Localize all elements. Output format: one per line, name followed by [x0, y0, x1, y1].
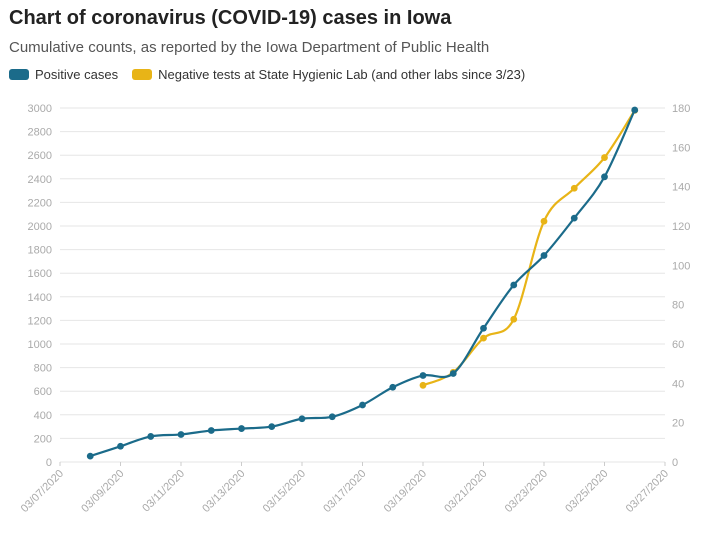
data-point-positive-cases: [298, 415, 306, 423]
data-point-negative-tests: [601, 154, 608, 161]
legend-item-positive[interactable]: Positive cases: [9, 67, 118, 82]
data-point-positive-cases: [177, 431, 185, 438]
data-point-positive-cases: [389, 383, 397, 391]
x-tick-label: 03/13/2020: [200, 468, 247, 515]
data-point-negative-tests: [540, 217, 548, 225]
legend-swatch-negative: [132, 69, 153, 80]
y-left-tick-label: 1600: [28, 268, 52, 280]
data-point-positive-cases: [631, 106, 639, 114]
y-left-tick-label: 1400: [28, 292, 52, 304]
x-tick-label: 03/07/2020: [19, 468, 66, 515]
y-right-tick-label: 0: [672, 457, 678, 469]
x-tick-label: 03/11/2020: [140, 468, 187, 515]
x-tick-label: 03/27/2020: [624, 468, 671, 515]
y-left-tick-label: 3000: [28, 103, 52, 115]
y-left-tick-label: 600: [34, 386, 52, 398]
data-point-positive-cases: [449, 370, 457, 377]
y-axis-right: 0 20 40 60 80 100 120 140 160 180: [672, 103, 690, 469]
y-right-tick-label: 120: [672, 221, 690, 233]
data-point-positive-cases: [147, 433, 155, 440]
data-point-positive-cases: [480, 324, 487, 332]
data-point-positive-cases: [268, 423, 276, 430]
chart-subtitle: Cumulative counts, as reported by the Io…: [9, 39, 490, 56]
y-left-tick-label: 200: [34, 433, 52, 445]
y-left-tick-label: 2400: [28, 174, 52, 186]
data-point-positive-cases: [86, 452, 94, 460]
x-tick-label: 03/23/2020: [503, 468, 550, 515]
y-left-tick-label: 400: [34, 410, 52, 422]
grid-lines: [60, 107, 665, 463]
chart-title: Chart of coronavirus (COVID-19) cases in…: [9, 7, 452, 29]
y-left-tick-label: 2200: [28, 197, 52, 209]
y-left-tick-label: 800: [34, 363, 52, 375]
data-point-positive-cases: [117, 442, 124, 450]
legend-label-negative: Negative tests at State Hygienic Lab (an…: [158, 67, 526, 82]
data-point-negative-tests: [570, 184, 578, 192]
x-tick-label: 03/09/2020: [79, 468, 126, 515]
legend-item-negative[interactable]: Negative tests at State Hygienic Lab (an…: [132, 67, 525, 82]
x-tick-label: 03/25/2020: [563, 468, 610, 515]
data-point-positive-cases: [238, 425, 245, 432]
data-point-positive-cases: [540, 252, 548, 259]
y-left-tick-label: 0: [46, 457, 52, 469]
y-right-tick-label: 160: [672, 142, 690, 154]
y-right-tick-label: 100: [672, 260, 690, 272]
data-point-negative-tests: [510, 315, 518, 323]
y-axis-left: 0 200 400 600 800 1000 1200 1400 1600 1800 2000 220…: [28, 103, 52, 469]
data-point-positive-cases: [510, 281, 518, 289]
legend-label-positive: Positive cases: [35, 67, 119, 82]
y-left-tick-label: 2600: [28, 150, 52, 162]
data-point-positive-cases: [601, 173, 608, 181]
data-point-positive-cases: [207, 427, 215, 434]
x-tick-label: 03/21/2020: [442, 468, 489, 515]
y-right-tick-label: 20: [672, 418, 684, 430]
series-positive-cases: [86, 106, 639, 460]
data-point-positive-cases: [419, 372, 427, 379]
data-point-positive-cases: [570, 214, 578, 222]
y-left-tick-label: 1000: [28, 339, 52, 351]
legend-swatch-positive: [9, 69, 29, 80]
x-tick-label: 03/19/2020: [382, 468, 429, 515]
data-point-positive-cases: [328, 413, 336, 421]
series-negative-tests: [419, 106, 639, 389]
y-right-tick-label: 60: [672, 339, 684, 351]
data-point-negative-tests: [480, 334, 487, 342]
x-tick-label: 03/15/2020: [261, 468, 308, 515]
y-left-tick-label: 1800: [28, 245, 52, 257]
y-right-tick-label: 40: [672, 378, 684, 390]
y-right-tick-label: 140: [672, 182, 690, 194]
y-left-tick-label: 1200: [28, 315, 52, 327]
y-left-tick-label: 2800: [28, 127, 52, 139]
x-tick-label: 03/17/2020: [321, 468, 368, 515]
y-right-tick-label: 180: [672, 103, 690, 115]
data-point-positive-cases: [359, 401, 366, 409]
data-point-negative-tests: [419, 381, 427, 389]
y-right-tick-label: 80: [672, 300, 684, 312]
y-left-tick-label: 2000: [28, 221, 52, 233]
x-axis: 03/07/2020 03/09/2020 03/11/2020 03/13/2020…: [19, 462, 671, 515]
chart-legend: Positive cases Negative tests at State H…: [9, 67, 539, 82]
